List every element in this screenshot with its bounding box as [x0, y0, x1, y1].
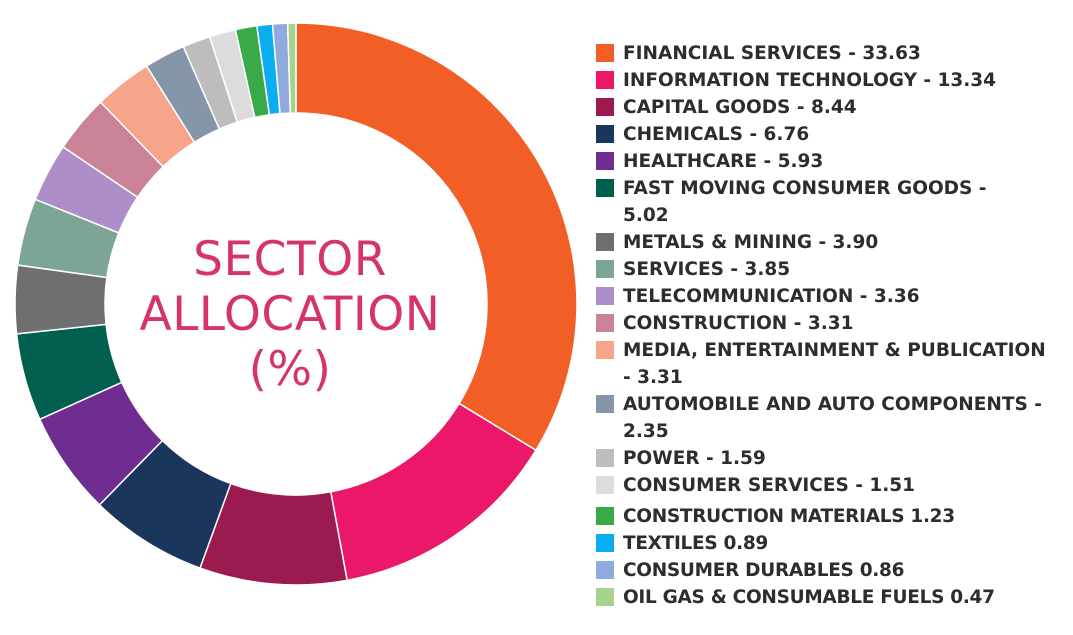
legend-label: AUTOMOBILE AND AUTO COMPONENTS - 2.35 [623, 394, 1042, 442]
legend-label: METALS & MINING - 3.90 [623, 232, 879, 253]
legend-label: HEALTHCARE - 5.93 [623, 151, 824, 172]
legend-swatch [596, 561, 614, 579]
legend-label: MEDIA, ENTERTAINMENT & PUBLICATION - 3.3… [623, 340, 1046, 388]
legend-label: SERVICES - 3.85 [623, 259, 791, 280]
chart-title: SECTOR ALLOCATION (%) [110, 232, 470, 397]
legend-swatch [596, 152, 614, 170]
legend-swatch [596, 476, 614, 494]
legend-label: CHEMICALS - 6.76 [623, 124, 810, 145]
legend-label: CONSUMER SERVICES - 1.51 [623, 475, 916, 496]
legend-swatch [596, 233, 614, 251]
legend-label: CONSTRUCTION - 3.31 [623, 313, 854, 334]
legend-label: INFORMATION TECHNOLOGY - 13.34 [623, 70, 997, 91]
legend-swatch [596, 260, 614, 278]
donut-slice [295, 22, 578, 452]
legend-swatch [596, 449, 614, 467]
donut-chart [14, 22, 578, 586]
legend-swatch [596, 395, 614, 413]
legend-label: OIL GAS & CONSUMABLE FUELS 0.47 [623, 587, 995, 608]
legend-swatch [596, 179, 614, 197]
legend-label: TELECOMMUNICATION - 3.36 [623, 286, 920, 307]
chart-title-line-2: ALLOCATION [139, 287, 441, 342]
legend-label: CONSUMER DURABLES 0.86 [623, 560, 905, 581]
legend-swatch [596, 125, 614, 143]
legend-swatch [596, 44, 614, 62]
legend-label: FINANCIAL SERVICES - 33.63 [623, 43, 921, 64]
legend-swatch [596, 314, 614, 332]
donut-slice [286, 22, 297, 114]
legend-swatch [596, 588, 614, 606]
legend-label: CONSTRUCTION MATERIALS 1.23 [623, 506, 955, 527]
legend-swatch [596, 341, 614, 359]
legend-swatch [596, 534, 614, 552]
legend-swatch [596, 71, 614, 89]
legend-swatch [596, 98, 614, 116]
legend-swatch [596, 507, 614, 525]
legend-label: TEXTILES 0.89 [623, 533, 768, 554]
legend-label: POWER - 1.59 [623, 448, 766, 469]
legend-label: CAPITAL GOODS - 8.44 [623, 97, 857, 118]
legend-swatch [596, 287, 614, 305]
legend-label: FAST MOVING CONSUMER GOODS - 5.02 [623, 178, 987, 226]
chart-title-line-3: (%) [248, 342, 332, 397]
chart-title-line-1: SECTOR [193, 232, 387, 287]
